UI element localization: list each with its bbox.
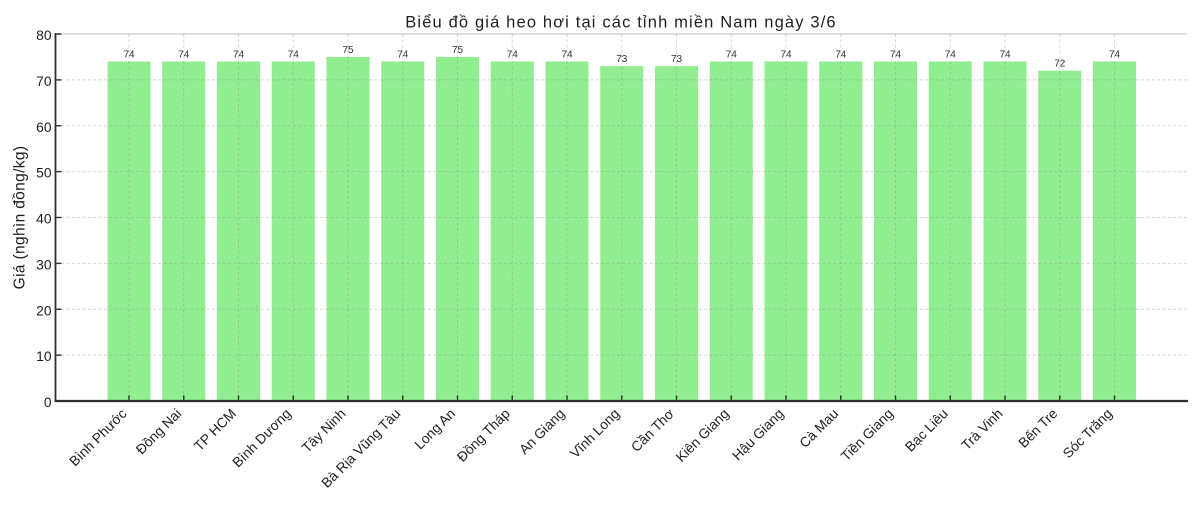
svg-text:70: 70 xyxy=(36,74,52,89)
svg-text:74: 74 xyxy=(835,50,847,61)
svg-text:30: 30 xyxy=(36,257,52,272)
svg-text:73: 73 xyxy=(671,54,683,65)
svg-text:75: 75 xyxy=(452,45,464,56)
svg-text:74: 74 xyxy=(123,50,135,61)
svg-text:10: 10 xyxy=(36,349,52,364)
svg-text:20: 20 xyxy=(36,303,52,318)
svg-text:74: 74 xyxy=(397,50,409,61)
svg-text:80: 80 xyxy=(36,28,52,43)
svg-text:0: 0 xyxy=(44,395,52,410)
svg-text:74: 74 xyxy=(507,50,519,61)
svg-text:74: 74 xyxy=(726,50,738,61)
svg-text:74: 74 xyxy=(178,50,190,61)
svg-text:74: 74 xyxy=(1109,50,1121,61)
svg-text:Biểu đồ giá heo hơi tại các tỉ: Biểu đồ giá heo hơi tại các tỉnh miền Na… xyxy=(405,14,837,32)
svg-text:72: 72 xyxy=(1054,59,1066,70)
svg-text:74: 74 xyxy=(890,50,902,61)
svg-text:74: 74 xyxy=(561,50,573,61)
svg-text:73: 73 xyxy=(616,54,628,65)
svg-text:74: 74 xyxy=(945,50,957,61)
svg-text:Giá (nghìn đồng/kg): Giá (nghìn đồng/kg) xyxy=(12,146,29,290)
svg-text:74: 74 xyxy=(288,50,300,61)
svg-text:75: 75 xyxy=(342,45,354,56)
svg-text:50: 50 xyxy=(36,166,52,181)
svg-text:74: 74 xyxy=(780,50,792,61)
svg-text:40: 40 xyxy=(36,212,52,227)
svg-text:74: 74 xyxy=(233,50,245,61)
svg-text:74: 74 xyxy=(999,50,1011,61)
svg-text:60: 60 xyxy=(36,120,52,135)
